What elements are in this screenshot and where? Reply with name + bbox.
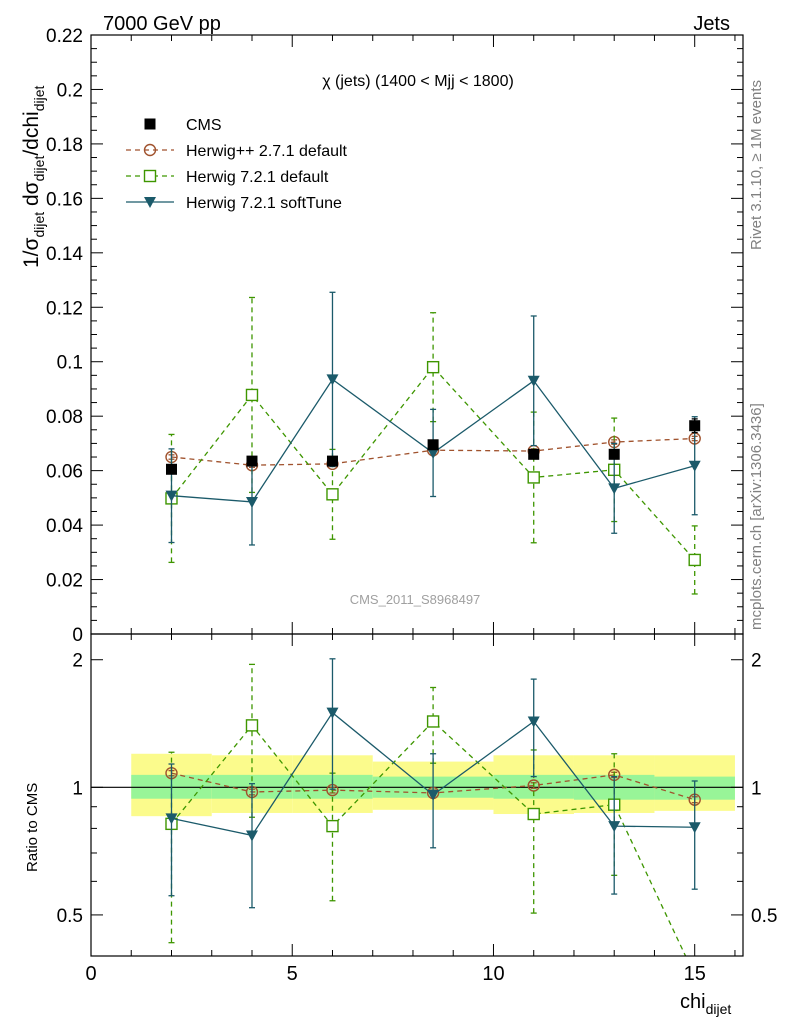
main-data-point bbox=[245, 496, 258, 508]
legend-marker bbox=[143, 169, 157, 183]
main-data-point bbox=[528, 448, 540, 460]
y-tick-label: 0.08 bbox=[46, 407, 83, 428]
ratio-series-line bbox=[170, 720, 687, 956]
main-data-point bbox=[165, 463, 177, 475]
ratio-data-point bbox=[165, 813, 178, 825]
x-tick-label: 10 bbox=[482, 963, 504, 985]
ratio-panel-frame bbox=[90, 633, 744, 957]
main-series-cms bbox=[165, 418, 701, 475]
ratio-data-point bbox=[326, 707, 339, 719]
y-tick-label: 0.1 bbox=[57, 353, 83, 374]
legend-item: CMS bbox=[144, 117, 222, 134]
ratio-y-tick-label-left: 2 bbox=[72, 651, 83, 672]
ratio-series-herwig-7-2-1-softtune bbox=[165, 658, 701, 909]
rivet-label: Rivet 3.1.10, ≥ 1M events bbox=[748, 80, 765, 250]
watermark: CMS_2011_S8968497 bbox=[350, 592, 481, 607]
ratio-data-point bbox=[688, 822, 701, 834]
legend-label: Herwig++ 2.7.1 default bbox=[186, 143, 348, 160]
main-data-point bbox=[427, 439, 439, 451]
y-tick-label: 0.06 bbox=[46, 462, 83, 483]
ratio-y-tick-label-left: 1 bbox=[72, 778, 83, 799]
ratio-data-point bbox=[527, 807, 540, 821]
ratio-data-point bbox=[427, 789, 440, 801]
main-data-point bbox=[326, 374, 339, 386]
main-series-herwig-7-2-1-softtune bbox=[165, 291, 701, 546]
y-tick-label: 0.22 bbox=[46, 26, 83, 47]
main-data-point bbox=[608, 483, 621, 495]
legend-label: Herwig 7.2.1 default bbox=[186, 169, 329, 186]
main-data-point bbox=[426, 360, 440, 374]
y-tick-label: 0.16 bbox=[46, 189, 83, 210]
ratio-y-tick-label-right: 1 bbox=[751, 778, 762, 799]
y-tick-label: 0.12 bbox=[46, 298, 83, 319]
main-ylabel: 1/σdijet dσdijet/dchidijet bbox=[20, 86, 47, 268]
x-tick-label: 5 bbox=[287, 963, 298, 985]
ratio-y-tick-label-right: 0.5 bbox=[751, 906, 777, 927]
ratio-y-tick-label-right: 2 bbox=[751, 651, 762, 672]
legend-marker bbox=[144, 197, 156, 208]
legend-item: Herwig 7.2.1 softTune bbox=[126, 195, 342, 212]
ratio-data-point bbox=[245, 719, 259, 732]
main-data-point bbox=[688, 460, 701, 472]
main-data-point bbox=[527, 375, 540, 387]
legend-label: CMS bbox=[186, 117, 222, 134]
main-data-point bbox=[427, 447, 440, 459]
y-tick-label: 0.14 bbox=[46, 244, 83, 265]
main-data-point bbox=[165, 490, 178, 502]
main-data-point bbox=[527, 471, 540, 484]
legend-item: Herwig 7.2.1 default bbox=[126, 169, 329, 186]
main-data-point bbox=[608, 448, 620, 460]
ratio-data-point bbox=[608, 821, 621, 833]
main-title: χ (jets) (1400 < Mjj < 1800) bbox=[322, 73, 514, 90]
legend-marker bbox=[143, 143, 157, 157]
y-tick-label: 0.04 bbox=[46, 516, 83, 537]
mcplots-label: mcplots.cern.ch [arXiv:1306.3436] bbox=[748, 403, 765, 630]
ratio-data-point bbox=[245, 830, 258, 842]
y-tick-label: 0.2 bbox=[57, 80, 83, 101]
y-tick-label: 0.02 bbox=[46, 571, 83, 592]
main-data-point bbox=[688, 553, 701, 567]
ratio-data-point bbox=[326, 819, 339, 833]
x-tick-label: 0 bbox=[85, 963, 96, 985]
main-data-point bbox=[246, 455, 258, 467]
ratio-y-tick-label-left: 0.5 bbox=[57, 906, 83, 927]
ratio-data-point bbox=[527, 716, 540, 728]
main-data-point bbox=[326, 455, 338, 467]
header-left: 7000 GeV pp bbox=[103, 13, 221, 35]
ratio-ylabel: Ratio to CMS bbox=[24, 783, 41, 872]
ratio-data-point bbox=[527, 779, 540, 792]
main-data-point bbox=[245, 388, 259, 402]
main-data-point bbox=[326, 488, 339, 501]
main-data-point bbox=[689, 420, 701, 432]
y-tick-label: 0 bbox=[72, 625, 83, 646]
x-axis-label: chidijet bbox=[680, 991, 731, 1017]
legend-item: Herwig++ 2.7.1 default bbox=[126, 143, 348, 160]
x-tick-label: 15 bbox=[684, 963, 706, 985]
ratio-data-point bbox=[426, 715, 440, 728]
legend-label: Herwig 7.2.1 softTune bbox=[186, 195, 342, 212]
header-right: Jets bbox=[693, 13, 730, 35]
y-tick-label: 0.18 bbox=[46, 135, 83, 156]
legend-marker bbox=[144, 118, 156, 130]
